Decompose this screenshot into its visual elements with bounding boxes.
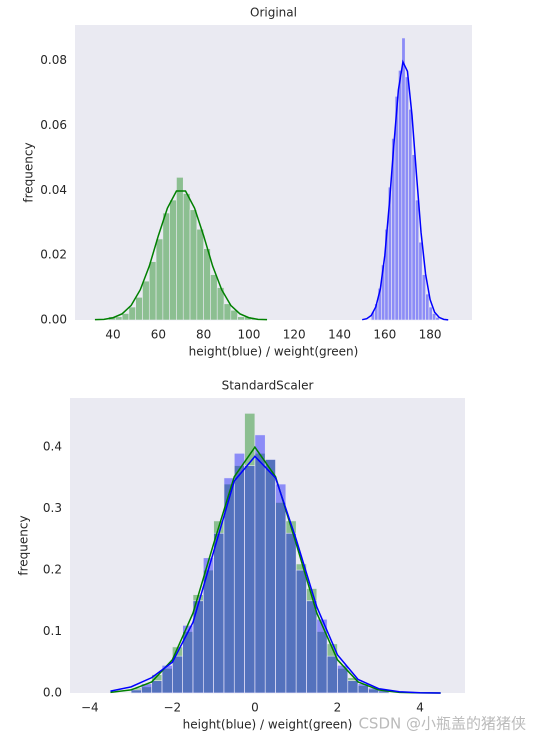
y-tick-label: 0.4 [43, 440, 62, 454]
histogram-bar [398, 70, 403, 321]
histogram-bar [135, 297, 143, 321]
watermark: CSDN @小瓶盖的猪猪侠 [358, 715, 526, 733]
histogram-bar [128, 306, 136, 321]
y-tick-label: 0.1 [43, 624, 62, 638]
y-axis-label: frequency [17, 515, 31, 575]
x-tick-label: 40 [105, 328, 120, 342]
x-tick-label: 160 [373, 328, 396, 342]
histogram-bar [189, 209, 198, 321]
histogram-bar [148, 261, 157, 321]
histogram-bar [285, 532, 297, 694]
histogram-bar [306, 600, 318, 694]
histogram-bar [182, 625, 194, 694]
kde-line [362, 59, 449, 321]
histogram-bar [162, 212, 170, 321]
histogram-bar [230, 309, 238, 321]
histogram-bar [316, 618, 328, 694]
histogram-bar [210, 274, 218, 321]
kde-line [94, 190, 268, 321]
histogram-bar [182, 193, 191, 321]
x-tick-label: −4 [81, 701, 99, 715]
histogram-bar [264, 459, 276, 694]
plot-area [70, 398, 465, 693]
histogram-bar [130, 689, 142, 694]
histogram-bar [435, 317, 440, 321]
histogram-bar [425, 293, 430, 321]
histogram-bar [213, 532, 225, 694]
histogram-bar [203, 248, 211, 321]
histogram-bar [176, 177, 184, 321]
histogram-bar [404, 76, 409, 321]
histogram-bar [401, 37, 406, 321]
histogram-bar [121, 313, 130, 321]
histogram-bar [203, 557, 214, 694]
histogram-bar [275, 483, 287, 694]
histogram-bar [432, 313, 437, 321]
histogram-bar [295, 569, 307, 694]
x-axis-label: height(blue) / weight(green) [189, 345, 359, 359]
x-tick-label: 0 [251, 701, 259, 715]
histogram-bar [326, 655, 338, 694]
y-tick-label: 0.00 [40, 313, 67, 327]
y-tick-label: 0.2 [43, 563, 62, 577]
kde-line [110, 455, 441, 694]
histogram-bar [155, 238, 164, 321]
x-tick-label: 100 [237, 328, 260, 342]
y-tick-label: 0.02 [40, 248, 67, 262]
histogram-bar [237, 316, 245, 321]
histogram-bar [172, 655, 183, 694]
histogram-bar [254, 434, 266, 694]
y-tick-label: 0.0 [43, 686, 62, 700]
histogram-bar [142, 280, 150, 321]
histogram-bar [233, 453, 245, 694]
x-tick-label: −2 [164, 701, 182, 715]
histogram-bar [415, 199, 420, 321]
y-tick-label: 0.3 [43, 501, 62, 515]
histogram-bar [151, 680, 163, 694]
x-tick-label: 60 [151, 328, 166, 342]
y-tick-label: 0.04 [40, 183, 67, 197]
histogram-bar [411, 154, 416, 321]
histogram-bar [408, 108, 413, 321]
histogram-bar [169, 199, 177, 321]
x-tick-label: 120 [283, 328, 306, 342]
histogram-bar [196, 228, 204, 321]
x-axis-label: height(blue) / weight(green) [183, 718, 353, 732]
x-tick-label: 80 [196, 328, 211, 342]
histogram-bar [115, 316, 123, 321]
histogram-bar [421, 274, 426, 321]
histogram-bar [347, 680, 359, 694]
y-axis-label: frequency [22, 142, 36, 202]
chart-title: StandardScaler [222, 379, 314, 393]
histogram-bar [428, 306, 433, 321]
x-tick-label: 140 [328, 328, 351, 342]
x-tick-label: 180 [419, 328, 442, 342]
plot-area [75, 25, 472, 320]
histogram-bar [223, 303, 232, 321]
histogram-bar [418, 241, 423, 321]
histogram-bar [244, 465, 256, 694]
x-tick-label: 2 [334, 701, 342, 715]
y-tick-label: 0.08 [40, 53, 67, 67]
chart-title: Original [250, 6, 297, 20]
x-tick-label: 4 [416, 701, 424, 715]
y-tick-label: 0.06 [40, 118, 67, 132]
